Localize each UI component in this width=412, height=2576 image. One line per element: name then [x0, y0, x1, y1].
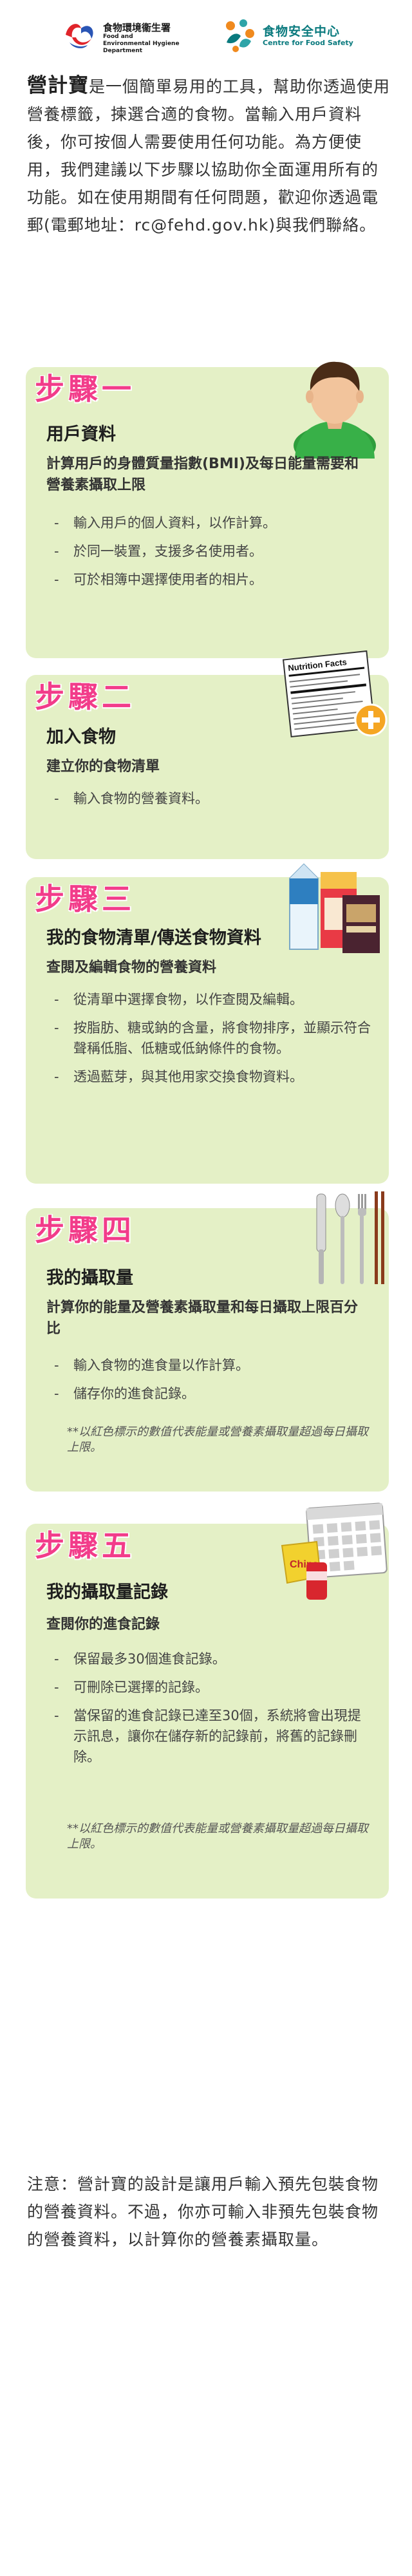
bullet-dash: - [54, 791, 59, 806]
nutrition-facts-add-icon: Nutrition Facts [282, 650, 388, 738]
step-5-note: **以紅色標示的數值代表能量或營養素攝取量超過每日攝取上限。 [67, 1822, 368, 1851]
step-1-subtitle: 計算用戶的身體質量指數(BMI)及每日能量需要和營養素攝取上限 [46, 456, 359, 493]
bullet-text: 輸入食物的進食量以作計算。 [73, 1358, 249, 1373]
fehd-name-en: Food and Environmental Hygiene Departmen… [103, 33, 180, 54]
list-item: - 輸入用戶的個人資料，以作計算。 [52, 513, 373, 533]
step-1-heading: 用戶資料 [46, 424, 116, 444]
step-5-bullets: - 保留最多30個進食記錄。 - 可刪除已選擇的記錄。 - 當保留的進食記錄已達至30… [52, 1649, 373, 1775]
cutlery-icon [316, 1191, 384, 1284]
bullet-dash: - [54, 1020, 59, 1036]
bullet-dash: - [54, 515, 59, 531]
intro-text: 是一個簡單易用的工具，幫助你透過使用營養標籤，揀選合適的食物。當輸入用戶資料後，… [27, 77, 391, 234]
header: 食物環境衞生署 Food and Environmental Hygiene D… [0, 0, 412, 71]
bullet-text: 輸入食物的營養資料。 [73, 791, 209, 806]
bullet-dash: - [54, 1358, 59, 1373]
bullet-dash: - [54, 1069, 59, 1084]
fehd-emblem-icon [66, 24, 93, 48]
fehd-name-cn: 食物環境衞生署 [103, 22, 171, 33]
intro-brand: 營計寶 [27, 74, 89, 97]
step-4-bullets: - 輸入食物的進食量以作計算。 - 儲存你的進食記錄。 [52, 1355, 373, 1412]
step-5-card: 步驟五 Chips 我的攝取量記錄 查閱你的進食記錄 - 保留最多30個進食記錄。… [26, 1502, 389, 1899]
list-item: - 當保留的進食記錄已達至30個，系統將會出現提示訊息，讓你在儲存新的記錄前，將舊… [52, 1705, 373, 1767]
bullet-text: 於同一裝置，支援多名使用者。 [73, 544, 263, 559]
list-item: - 從清單中選擇食物，以作查閱及編輯。 [52, 989, 373, 1010]
list-item: - 可刪除已選擇的記錄。 [52, 1677, 373, 1698]
list-item: - 按脂肪、糖或鈉的含量，將食物排序，並顯示符合聲稱低脂、低糖或低鈉條件的食物。 [52, 1018, 373, 1059]
list-item: - 儲存你的進食記錄。 [52, 1383, 373, 1404]
step-3-title: 步驟三 [35, 882, 135, 916]
step-2-heading: 加入食物 [46, 727, 116, 747]
bullet-text: 輸入用戶的個人資料，以作計算。 [73, 515, 276, 531]
step-2-subtitle: 建立你的食物清單 [46, 759, 160, 775]
list-item: - 於同一裝置，支援多名使用者。 [52, 541, 373, 562]
step-4-title: 步驟四 [35, 1213, 135, 1247]
step-5-title: 步驟五 [35, 1528, 135, 1563]
list-item: - 透過藍芽，與其他用家交換食物資料。 [52, 1066, 373, 1087]
food-packages-icon [289, 863, 380, 953]
bullet-dash: - [54, 1651, 59, 1667]
list-item: - 可於相簿中選擇使用者的相片。 [52, 569, 373, 590]
step-4-subtitle: 計算你的能量及營養素攝取量和每日攝取上限百分比 [46, 1300, 359, 1337]
bullet-text: 儲存你的進食記錄。 [73, 1386, 195, 1401]
cfs-logo: 食物安全中心 Centre for Food Safety [220, 17, 362, 55]
step-5-subtitle: 查閱你的進食記錄 [46, 1616, 160, 1633]
intro-paragraph: 營計寶是一個簡單易用的工具，幫助你透過使用營養標籤，揀選合適的食物。當輸入用戶資… [27, 72, 391, 239]
cfs-name-cn: 食物安全中心 [263, 24, 341, 39]
step-2-title: 步驟二 [35, 679, 135, 714]
step-4-note: **以紅色標示的數值代表能量或營養素攝取量超過每日攝取上限。 [67, 1425, 368, 1454]
footer-note: 注意：營計寶的設計是讓用戶輸入預先包裝食物的營養資料。不過，你亦可輸入非預先包裝… [27, 2175, 379, 2249]
bullet-text: 保留最多30個進食記錄。 [73, 1651, 226, 1667]
step-3-heading: 我的食物清單/傳送食物資料 [46, 928, 261, 948]
calendar-snacks-icon: Chips [281, 1502, 388, 1600]
bullet-text: 從清單中選擇食物，以作查閱及編輯。 [73, 992, 303, 1007]
step-1-bullets: - 輸入用戶的個人資料，以作計算。 - 於同一裝置，支援多名使用者。 - 可於相簿中選… [52, 513, 373, 598]
bullet-text: 按脂肪、糖或鈉的含量，將食物排序，並顯示符合聲稱低脂、低糖或低鈉條件的食物。 [73, 1020, 371, 1056]
bullet-text: 可刪除已選擇的記錄。 [73, 1680, 209, 1695]
step-2-bullets: - 輸入食物的營養資料。 [52, 788, 373, 817]
step-3-card: 步驟三 我的食物清單/傳送食物資料 查閱及編輯食物的營養資料 - 從清單中選擇食物… [26, 863, 389, 1184]
step-3-subtitle: 查閱及編輯食物的營養資料 [46, 960, 217, 976]
step-1-title: 步驟一 [35, 372, 135, 406]
user-icon [294, 361, 376, 459]
fehd-logo: 食物環境衞生署 Food and Environmental Hygiene D… [62, 17, 191, 55]
step-4-card: 步驟四 我的攝取量 計算你的能量及營養素攝取量和每日攝取上限百分比 - 輸入食物的… [26, 1191, 389, 1492]
bullet-text: 可於相簿中選擇使用者的相片。 [73, 572, 263, 587]
bullet-text: 當保留的進食記錄已達至30個，系統將會出現提示訊息，讓你在儲存新的記錄前，將舊的… [73, 1708, 361, 1765]
bullet-dash: - [54, 1386, 59, 1401]
bullet-dash: - [54, 1680, 59, 1695]
step-5-heading: 我的攝取量記錄 [46, 1582, 168, 1602]
step-1-card: 步驟一 用戶資料 計算用戶的身體質量指數(BMI)及每日能量需要和營養素攝取上限… [26, 361, 389, 658]
bullet-dash: - [54, 572, 59, 587]
bullet-dash: - [54, 1708, 59, 1723]
bullet-text: 透過藍芽，與其他用家交換食物資料。 [73, 1069, 303, 1084]
bullet-dash: - [54, 544, 59, 559]
bullet-dash: - [54, 992, 59, 1007]
list-item: - 保留最多30個進食記錄。 [52, 1649, 373, 1669]
step-4-heading: 我的攝取量 [46, 1268, 133, 1288]
list-item: - 輸入食物的進食量以作計算。 [52, 1355, 373, 1376]
cfs-emblem-icon [226, 19, 254, 52]
cfs-name-en: Centre for Food Safety [263, 39, 353, 47]
step-2-card: 步驟二 Nutrition Facts 加入食物 建立你的食物 [26, 650, 389, 859]
list-item: - 輸入食物的營養資料。 [52, 788, 373, 809]
step-3-bullets: - 從清單中選擇食物，以作查閱及編輯。 - 按脂肪、糖或鈉的含量，將食物排序，並顯示… [52, 989, 373, 1095]
